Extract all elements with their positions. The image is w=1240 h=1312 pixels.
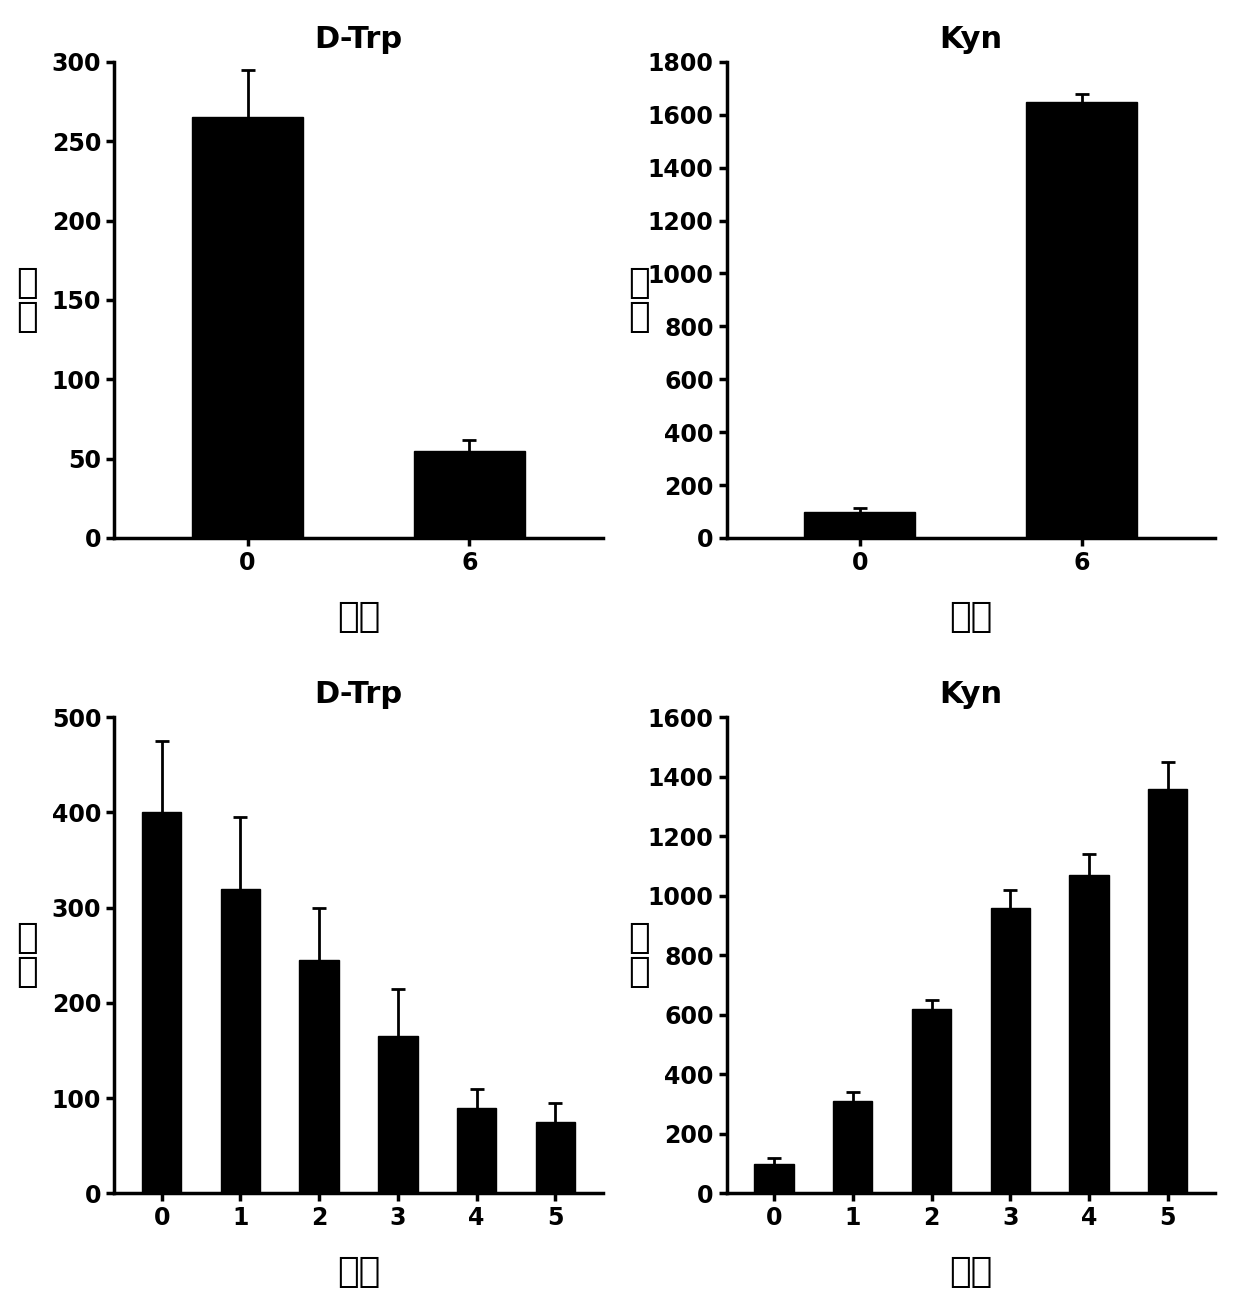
Bar xyxy=(911,1009,951,1194)
Bar xyxy=(536,1122,575,1194)
Bar xyxy=(414,451,525,538)
Bar xyxy=(1069,875,1109,1194)
Bar xyxy=(143,812,181,1194)
Text: 強
度: 強 度 xyxy=(16,921,37,989)
Bar xyxy=(458,1107,496,1194)
Title: D-Trp: D-Trp xyxy=(315,681,403,710)
Bar xyxy=(754,1164,794,1194)
Bar xyxy=(833,1101,873,1194)
Text: 強
度: 強 度 xyxy=(629,266,650,335)
Bar xyxy=(805,512,915,538)
Text: 天数: 天数 xyxy=(337,600,381,634)
Bar xyxy=(221,888,260,1194)
Text: 強
度: 強 度 xyxy=(16,266,37,335)
Text: 天数: 天数 xyxy=(950,600,992,634)
Bar xyxy=(378,1036,418,1194)
Text: 強
度: 強 度 xyxy=(629,921,650,989)
Bar xyxy=(1027,101,1137,538)
Title: D-Trp: D-Trp xyxy=(315,25,403,54)
Bar xyxy=(300,960,339,1194)
Title: Kyn: Kyn xyxy=(940,25,1002,54)
Bar xyxy=(1148,789,1188,1194)
Text: 天数: 天数 xyxy=(337,1256,381,1290)
Text: 天数: 天数 xyxy=(950,1256,992,1290)
Bar xyxy=(192,118,303,538)
Title: Kyn: Kyn xyxy=(940,681,1002,710)
Bar xyxy=(991,908,1030,1194)
